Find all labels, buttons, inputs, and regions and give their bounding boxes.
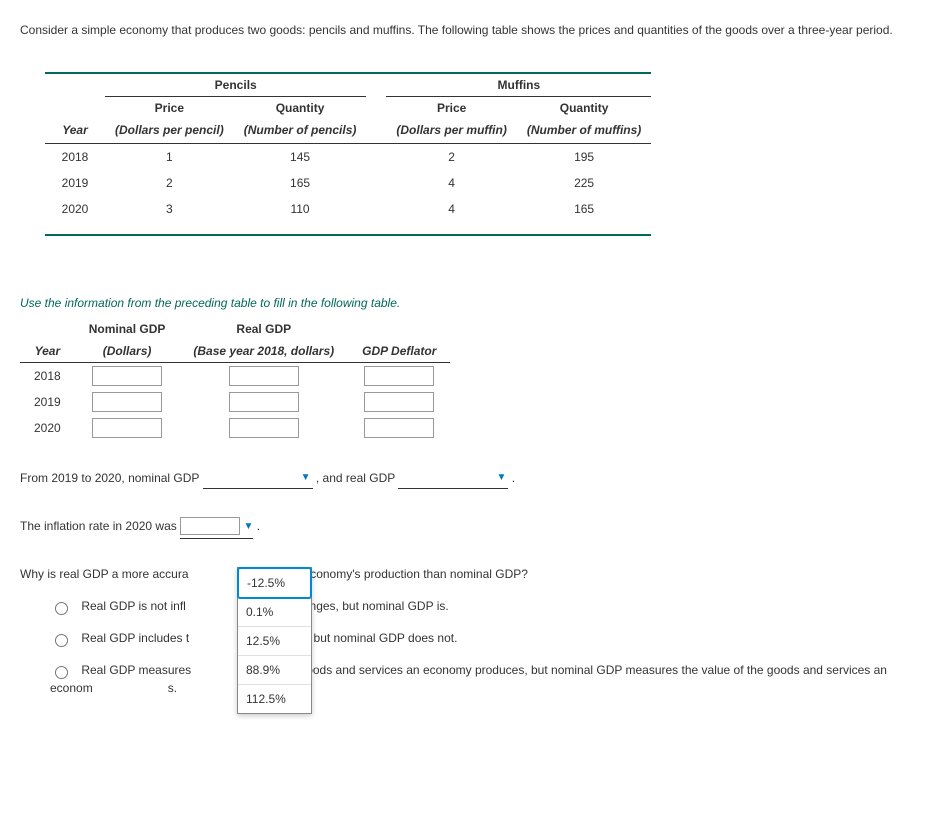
real-input-2019[interactable]	[229, 392, 299, 412]
table-row: 2018 1 145 2 195	[45, 143, 651, 170]
real-unit: (Base year 2018, dollars)	[179, 340, 348, 363]
dropdown-option[interactable]: -12.5%	[237, 567, 312, 599]
fill-table: Nominal GDP Real GDP Year (Dollars) (Bas…	[20, 318, 450, 441]
nominal-unit: (Dollars)	[75, 340, 180, 363]
deflator-header: GDP Deflator	[348, 340, 450, 363]
real-input-2018[interactable]	[229, 366, 299, 386]
chevron-down-icon: ▼	[301, 470, 311, 486]
inflation-dropdown-menu: -12.5% 0.1% 12.5% 88.9% 112.5%	[237, 567, 312, 714]
nominal-gdp-header: Nominal GDP	[75, 318, 180, 340]
data-table: Pencils Muffins Price Quantity Price Qua…	[45, 72, 651, 236]
good1-header: Pencils	[105, 73, 366, 97]
fill-year: 2019	[20, 389, 75, 415]
nominal-change-dropdown[interactable]: ▼	[203, 469, 313, 489]
qty-header-2: Quantity	[517, 96, 651, 119]
qty-header: Quantity	[234, 96, 367, 119]
fill-year: 2020	[20, 415, 75, 441]
sentence-1: From 2019 to 2020, nominal GDP ▼ , and r…	[20, 469, 932, 489]
dropdown-option[interactable]: 112.5%	[238, 685, 311, 713]
chevron-down-icon: ▼	[243, 519, 253, 535]
nominal-input-2019[interactable]	[92, 392, 162, 412]
deflator-input-2019[interactable]	[364, 392, 434, 412]
unit-q1: (Number of pencils)	[234, 119, 367, 144]
sentence-2: The inflation rate in 2020 was ▼ .	[20, 517, 932, 539]
unit-p1: (Dollars per pencil)	[105, 119, 234, 144]
year-header: Year	[45, 119, 105, 144]
table-row: 2020 3 110 4 165	[45, 196, 651, 222]
radio-option-1[interactable]	[55, 602, 68, 615]
dropdown-option[interactable]: 0.1%	[238, 598, 311, 627]
dropdown-option[interactable]: 88.9%	[238, 656, 311, 685]
chevron-down-icon: ▼	[496, 470, 506, 486]
question-text: Why is real GDP a more accurae of an eco…	[20, 567, 932, 581]
inflation-rate-dropdown[interactable]	[180, 517, 240, 535]
price-header-2: Price	[386, 96, 516, 119]
table-row: 2019 2 165 4 225	[45, 170, 651, 196]
dropdown-option[interactable]: 12.5%	[238, 627, 311, 656]
intro-text: Consider a simple economy that produces …	[20, 20, 932, 42]
radio-option-3[interactable]	[55, 666, 68, 679]
real-input-2020[interactable]	[229, 418, 299, 438]
unit-q2: (Number of muffins)	[517, 119, 651, 144]
option-3-label: Real GDP measuresof the goods and servic…	[50, 663, 887, 695]
price-header: Price	[105, 96, 234, 119]
year-header: Year	[20, 340, 75, 363]
real-change-dropdown[interactable]: ▼	[398, 469, 508, 489]
radio-option-2[interactable]	[55, 634, 68, 647]
instruction-text: Use the information from the preceding t…	[20, 296, 932, 310]
deflator-input-2020[interactable]	[364, 418, 434, 438]
unit-p2: (Dollars per muffin)	[386, 119, 516, 144]
good2-header: Muffins	[386, 73, 651, 97]
fill-year: 2018	[20, 362, 75, 389]
nominal-input-2018[interactable]	[92, 366, 162, 386]
real-gdp-header: Real GDP	[179, 318, 348, 340]
deflator-input-2018[interactable]	[364, 366, 434, 386]
nominal-input-2020[interactable]	[92, 418, 162, 438]
